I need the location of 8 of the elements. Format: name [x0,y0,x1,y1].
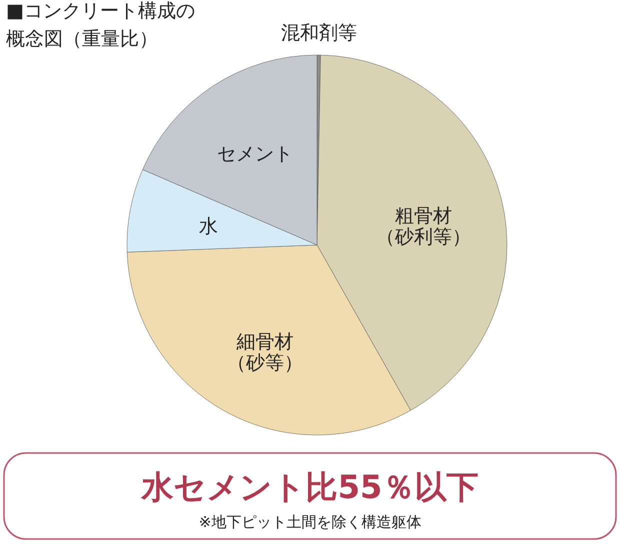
slice-label: 粗骨材（砂利等） [376,204,471,248]
slice-label: 混和剤等 [281,22,357,44]
text: ※地下ピット土間を除く構造躯体 [198,513,422,531]
slice-label: 細骨材（砂等） [227,331,304,374]
slice-label: 水 [198,216,218,238]
text: 水セメント比55％以下 [140,468,478,506]
slice-label: セメント [216,143,293,166]
chart-title: ■コンクリート構成の概念図（重量比） [6,0,195,50]
